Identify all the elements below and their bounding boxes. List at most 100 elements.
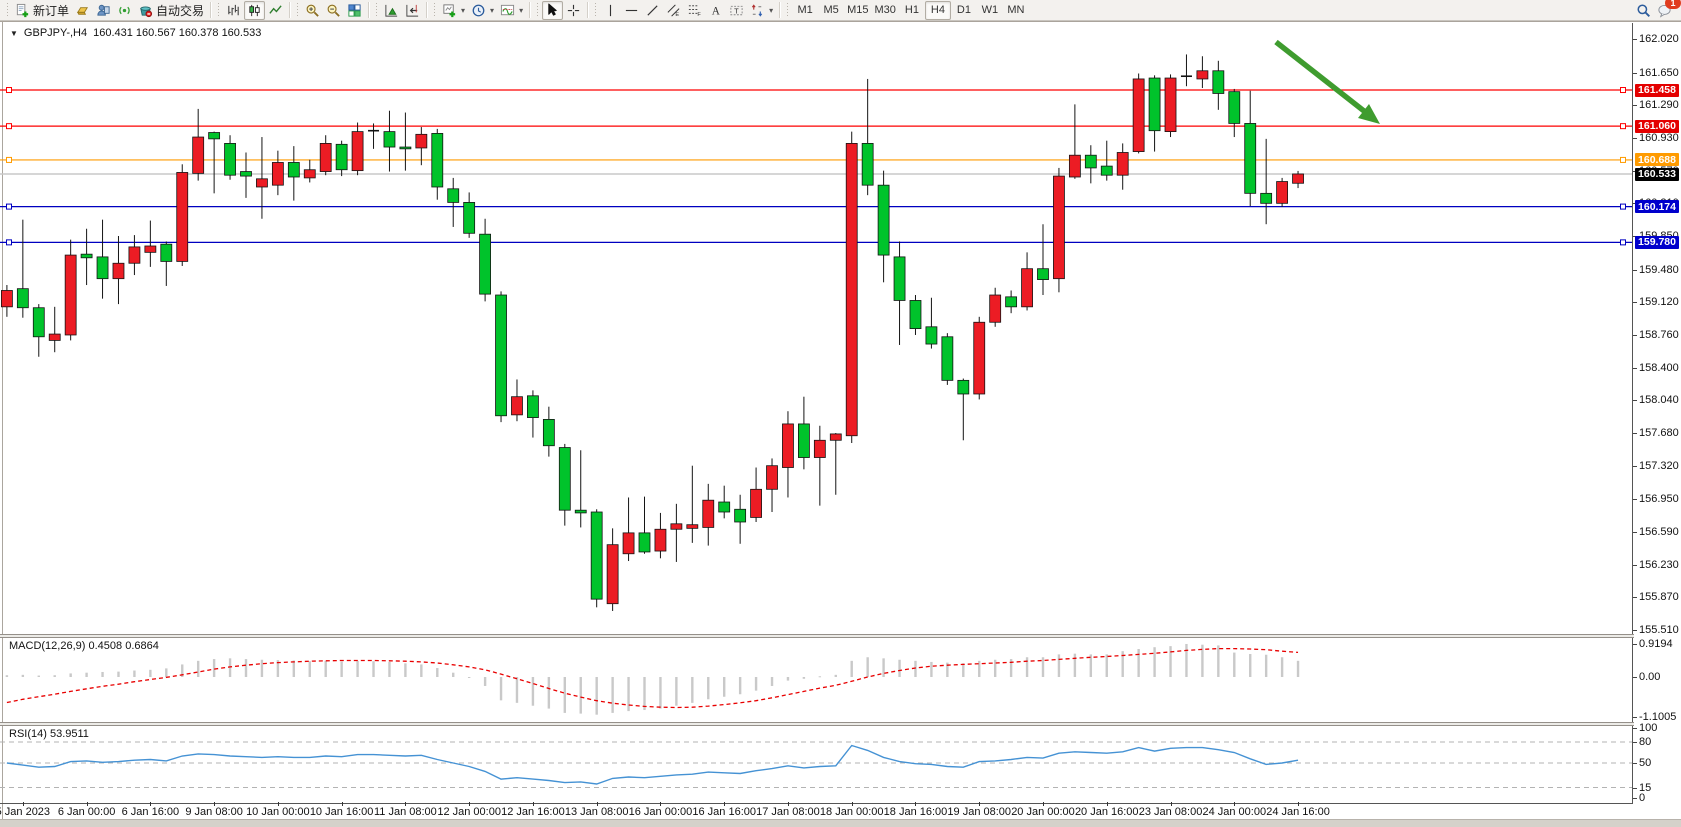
bar-chart-button[interactable] xyxy=(223,1,244,20)
candle-body xyxy=(16,288,29,309)
macd-bar xyxy=(627,677,630,712)
macd-signal-line xyxy=(6,647,1299,709)
zoom-out-button[interactable] xyxy=(323,1,344,20)
time-axis-tick xyxy=(596,802,598,806)
chart-ohlc-values: 160.431 160.567 160.378 160.533 xyxy=(93,27,262,39)
signals-button[interactable] xyxy=(114,1,135,20)
timeframe-d1-button[interactable]: D1 xyxy=(951,1,977,20)
line-handle[interactable] xyxy=(6,203,12,210)
toolbar-grip[interactable] xyxy=(5,3,10,17)
macd-bar xyxy=(850,660,853,677)
text-button[interactable]: A xyxy=(705,1,726,20)
candle-body xyxy=(271,162,284,186)
candle-body xyxy=(319,143,332,172)
cursor-icon xyxy=(548,2,557,16)
line-handle[interactable] xyxy=(1620,123,1626,130)
candle-body xyxy=(1068,154,1081,178)
line-chart-button[interactable] xyxy=(265,1,286,20)
line-handle[interactable] xyxy=(6,156,12,163)
rsi-line xyxy=(6,744,1299,785)
auto-scroll-button[interactable] xyxy=(381,1,402,20)
horizontal-line-button[interactable] xyxy=(621,1,642,20)
fibonacci-button[interactable]: F xyxy=(684,1,705,20)
toolbar-grip[interactable] xyxy=(593,3,599,17)
candle-body xyxy=(1132,78,1145,152)
toolbar-grip[interactable] xyxy=(785,3,791,17)
pane-separator[interactable] xyxy=(0,634,1634,638)
macd-bar xyxy=(818,676,822,678)
macd-bar xyxy=(1089,654,1093,677)
timeframe-m1-button[interactable]: M1 xyxy=(792,1,818,20)
market-button[interactable] xyxy=(72,1,93,20)
price-badge-161.060: 161.060 xyxy=(1635,119,1679,133)
line-handle[interactable] xyxy=(6,123,12,130)
autotrading-button[interactable]: 自动交易 xyxy=(135,1,207,20)
chevron-down-icon[interactable]: ▾ xyxy=(769,5,774,15)
timeframe-m1-button-label: M1 xyxy=(797,4,813,16)
timeframe-w1-button[interactable]: W1 xyxy=(977,1,1003,20)
timeframe-mn-button[interactable]: MN xyxy=(1003,1,1029,20)
candle-body xyxy=(1276,181,1288,204)
toolbar-grip[interactable] xyxy=(432,3,438,17)
macd-bar xyxy=(21,674,25,677)
timeframe-m30-button[interactable]: M30 xyxy=(872,1,899,20)
price-axis-tick xyxy=(1633,269,1637,271)
indicators-button[interactable]: ▾ xyxy=(497,1,526,20)
macd-bar xyxy=(930,661,933,677)
macd-bar xyxy=(244,659,248,677)
timeframe-m15-button[interactable]: M15 xyxy=(844,1,871,20)
chevron-down-icon[interactable]: ▾ xyxy=(519,5,524,15)
zoom-in-button[interactable] xyxy=(302,1,323,20)
chevron-down-icon[interactable]: ▾ xyxy=(490,5,495,15)
line-handle[interactable] xyxy=(6,239,12,246)
trendline-button[interactable] xyxy=(642,1,663,20)
candle-body xyxy=(813,439,826,458)
macd-chart-canvas[interactable] xyxy=(0,638,1634,722)
candle-body xyxy=(1037,268,1049,280)
line-handle[interactable] xyxy=(1620,203,1626,210)
trend-arrow[interactable] xyxy=(1274,39,1366,114)
candle-body xyxy=(415,133,428,149)
toolbar-grip[interactable] xyxy=(535,3,541,17)
timeframe-m5-button[interactable]: M5 xyxy=(818,1,844,20)
time-axis-tick xyxy=(277,802,279,806)
pane-separator[interactable] xyxy=(0,722,1634,726)
toolbar-grip[interactable] xyxy=(295,3,301,17)
price-chart-canvas[interactable] xyxy=(0,23,1634,634)
line-handle[interactable] xyxy=(6,87,12,94)
crosshair-button[interactable] xyxy=(563,1,584,20)
timeframe-h4-button[interactable]: H4 xyxy=(924,0,951,20)
cursor-button[interactable] xyxy=(542,0,564,20)
label-button[interactable]: T xyxy=(726,1,747,20)
chevron-down-icon[interactable]: ▾ xyxy=(461,5,466,15)
line-handle[interactable] xyxy=(1620,239,1626,246)
autotrade-icon xyxy=(140,5,153,17)
price-axis-label: 158.760 xyxy=(1639,328,1679,341)
candle-body xyxy=(176,172,189,262)
price-axis-tick xyxy=(1633,137,1637,139)
toolbar-grip[interactable] xyxy=(374,3,380,17)
line-handle[interactable] xyxy=(1620,87,1626,94)
timeframe-h1-button[interactable]: H1 xyxy=(899,1,925,20)
new-chart-button[interactable]: ▾ xyxy=(439,1,468,20)
arrows-button[interactable]: ▾ xyxy=(747,1,776,20)
new-order-button[interactable]: 新订单 xyxy=(12,1,72,20)
candle-chart-button[interactable] xyxy=(244,0,266,20)
time-axis-tick xyxy=(787,802,789,806)
trend-arrow-head[interactable] xyxy=(1358,104,1380,124)
time-axis-tick xyxy=(1106,802,1108,806)
candle-body xyxy=(558,447,571,511)
line-handle[interactable] xyxy=(1620,156,1626,163)
price-axis-label: 159.480 xyxy=(1639,263,1679,276)
vertical-line-button[interactable] xyxy=(600,1,621,20)
search-button[interactable] xyxy=(1633,1,1654,20)
toolbar-grip[interactable] xyxy=(216,3,222,17)
profiles-button[interactable]: ▾ xyxy=(468,1,497,20)
chart-shift-button[interactable] xyxy=(402,1,423,20)
tile-windows-button[interactable] xyxy=(344,1,365,20)
chart-dropdown-icon[interactable]: ▼ xyxy=(10,28,18,38)
channel-button[interactable]: E xyxy=(663,1,684,20)
community-button[interactable] xyxy=(93,1,114,20)
price-axis-label: 155.870 xyxy=(1639,591,1679,604)
rsi-chart-canvas[interactable] xyxy=(0,726,1634,804)
